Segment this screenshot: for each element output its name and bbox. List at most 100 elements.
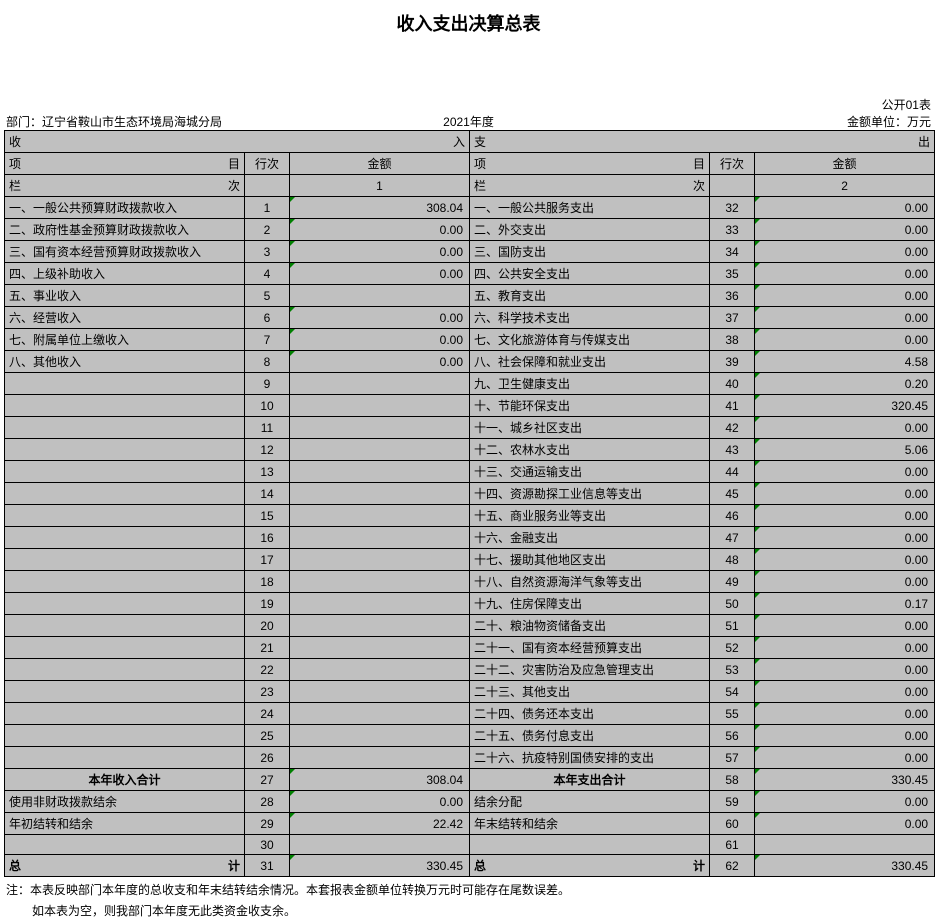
item-seq: 43 (710, 439, 755, 461)
item-label (5, 505, 245, 527)
item-amt: 0.00 (755, 637, 935, 659)
item-amt: 0.00 (755, 417, 935, 439)
dept-name: 辽宁省鞍山市生态环境局海城分局 (42, 115, 222, 129)
item-seq: 48 (710, 549, 755, 571)
subtotal-row: 本年收入合计 27 308.04 本年支出合计 58 330.45 (5, 769, 935, 791)
right-item-header: 项目 (470, 153, 710, 175)
item-amt (290, 571, 470, 593)
item-seq: 16 (245, 527, 290, 549)
right-seq-header: 行次 (710, 153, 755, 175)
expense-total-seq: 62 (710, 855, 755, 877)
item-label: 十三、交通运输支出 (470, 461, 710, 483)
table-row: 26二十六、抗疫特别国债安排的支出570.00 (5, 747, 935, 769)
item-label (5, 593, 245, 615)
item-amt (290, 373, 470, 395)
item-amt: 0.20 (755, 373, 935, 395)
form-no: 公开01表 (623, 96, 931, 113)
income-subtotal-seq: 27 (245, 769, 290, 791)
item-seq: 3 (245, 241, 290, 263)
table-row: 20二十、粮油物资储备支出510.00 (5, 615, 935, 637)
item-seq: 4 (245, 263, 290, 285)
item-seq: 22 (245, 659, 290, 681)
item-amt (290, 637, 470, 659)
item-seq: 37 (710, 307, 755, 329)
item-seq: 24 (245, 703, 290, 725)
item-amt (290, 703, 470, 725)
item-amt: 0.00 (755, 197, 935, 219)
item-seq: 44 (710, 461, 755, 483)
table-row: 15十五、商业服务业等支出460.00 (5, 505, 935, 527)
item-label: 七、文化旅游体育与传媒支出 (470, 329, 710, 351)
item-label (5, 725, 245, 747)
income-header: 收入 (5, 131, 470, 153)
item-amt: 0.00 (755, 461, 935, 483)
item-amt (290, 505, 470, 527)
item-label: 八、社会保障和就业支出 (470, 351, 710, 373)
item-amt: 0.00 (290, 307, 470, 329)
item-seq: 28 (245, 791, 290, 813)
item-label (5, 703, 245, 725)
item-amt: 0.00 (290, 329, 470, 351)
item-seq: 23 (245, 681, 290, 703)
item-label (5, 637, 245, 659)
item-seq: 34 (710, 241, 755, 263)
item-amt: 0.00 (290, 219, 470, 241)
item-amt: 0.00 (755, 505, 935, 527)
expense-total-label: 总计 (470, 855, 710, 877)
note-2: 如本表为空，则我部门本年度无此类资金收支余。 (4, 898, 933, 919)
note-1: 注：本表反映部门本年度的总收支和年末结转结余情况。本套报表金额单位转换万元时可能… (4, 877, 933, 898)
item-amt: 0.00 (755, 549, 935, 571)
item-label: 一、一般公共服务支出 (470, 197, 710, 219)
right-col-seq (710, 175, 755, 197)
item-seq: 8 (245, 351, 290, 373)
expense-subtotal-amt: 330.45 (755, 769, 935, 791)
item-seq: 41 (710, 395, 755, 417)
table-row: 七、附属单位上缴收入70.00七、文化旅游体育与传媒支出380.00 (5, 329, 935, 351)
table-row: 18十八、自然资源海洋气象等支出490.00 (5, 571, 935, 593)
item-seq: 38 (710, 329, 755, 351)
item-seq: 61 (710, 835, 755, 855)
item-label: 三、国有资本经营预算财政拨款收入 (5, 241, 245, 263)
table-row: 二、政府性基金预算财政拨款收入20.00二、外交支出330.00 (5, 219, 935, 241)
item-seq: 14 (245, 483, 290, 505)
expense-total-amt: 330.45 (755, 855, 935, 877)
right-amt-header: 金额 (755, 153, 935, 175)
item-seq: 7 (245, 329, 290, 351)
item-seq: 55 (710, 703, 755, 725)
item-label: 二、政府性基金预算财政拨款收入 (5, 219, 245, 241)
item-amt (290, 615, 470, 637)
item-label: 五、教育支出 (470, 285, 710, 307)
item-seq: 59 (710, 791, 755, 813)
item-seq: 35 (710, 263, 755, 285)
meta-row: 部门：辽宁省鞍山市生态环境局海城分局 2021年度 金额单位：万元 (4, 113, 933, 130)
item-label (5, 681, 245, 703)
item-amt: 5.06 (755, 439, 935, 461)
item-seq: 17 (245, 549, 290, 571)
item-label (5, 571, 245, 593)
item-seq: 54 (710, 681, 755, 703)
item-amt: 0.00 (755, 307, 935, 329)
dept-label: 部门： (6, 115, 42, 129)
table-row: 11十一、城乡社区支出420.00 (5, 417, 935, 439)
income-total-amt: 330.45 (290, 855, 470, 877)
table-row: 三、国有资本经营预算财政拨款收入30.00三、国防支出340.00 (5, 241, 935, 263)
item-seq: 56 (710, 725, 755, 747)
item-seq: 19 (245, 593, 290, 615)
item-amt: 0.00 (755, 813, 935, 835)
table-row: 24二十四、债务还本支出550.00 (5, 703, 935, 725)
item-amt (290, 659, 470, 681)
item-seq: 18 (245, 571, 290, 593)
item-label (470, 835, 710, 855)
item-label: 十四、资源勘探工业信息等支出 (470, 483, 710, 505)
item-amt: 0.17 (755, 593, 935, 615)
item-seq: 49 (710, 571, 755, 593)
item-seq: 10 (245, 395, 290, 417)
item-seq: 52 (710, 637, 755, 659)
item-label: 二十六、抗疫特别国债安排的支出 (470, 747, 710, 769)
item-amt (290, 417, 470, 439)
item-seq: 53 (710, 659, 755, 681)
item-label: 十、节能环保支出 (470, 395, 710, 417)
item-seq: 29 (245, 813, 290, 835)
item-seq: 26 (245, 747, 290, 769)
item-label (5, 527, 245, 549)
